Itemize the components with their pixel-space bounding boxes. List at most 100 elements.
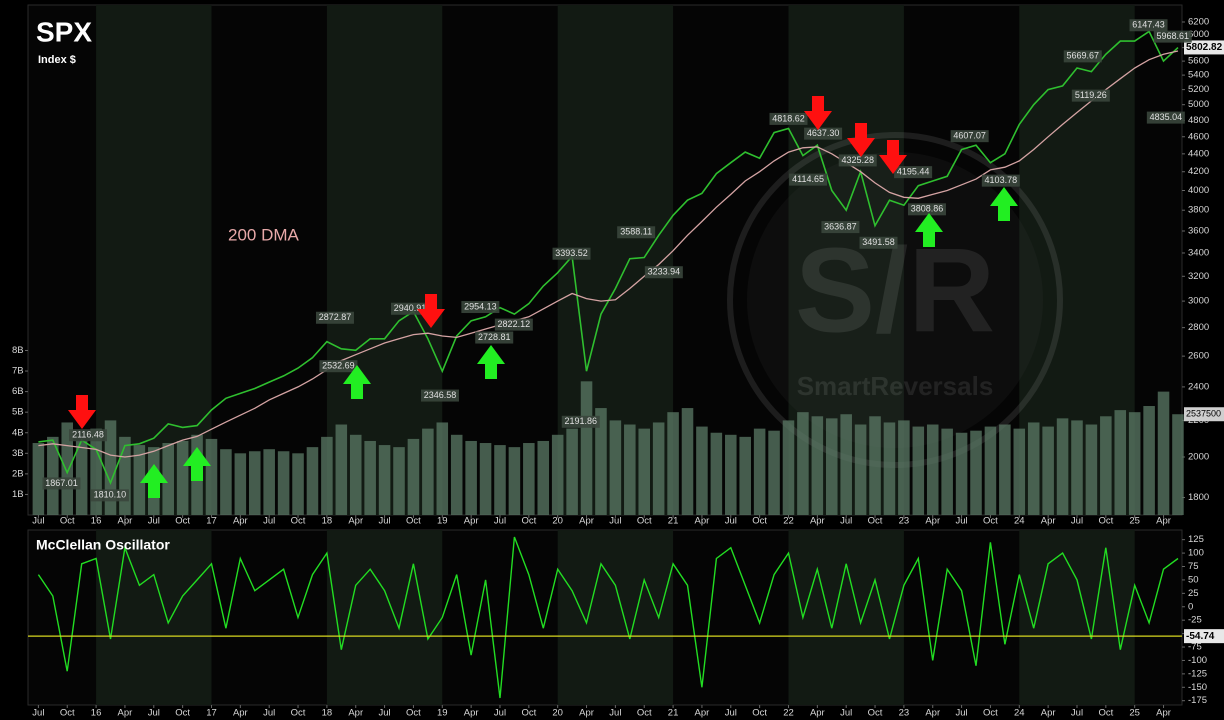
volume-bar xyxy=(32,443,45,515)
annotation-label: 2532.69 xyxy=(322,361,355,371)
x-tick-label: Jul xyxy=(494,516,506,527)
x-tick-label: Oct xyxy=(60,708,75,719)
annotation-label: 4325.28 xyxy=(841,155,874,165)
annotation-label: 2728.81 xyxy=(478,332,511,342)
x-tick-label: Apr xyxy=(233,516,248,527)
y-tick-label: 2800 xyxy=(1188,322,1209,333)
last-volume-label: 2537500 xyxy=(1186,409,1221,419)
volume-bar xyxy=(782,420,795,515)
y-tick-label: 25 xyxy=(1188,588,1199,599)
x-tick-label: Apr xyxy=(464,516,479,527)
x-tick-label: 24 xyxy=(1014,516,1025,527)
y-tick-label: 3800 xyxy=(1188,205,1209,216)
volume-bar xyxy=(883,422,896,515)
volume-bar xyxy=(609,420,622,515)
x-tick-label: Apr xyxy=(1156,708,1171,719)
annotation-box xyxy=(981,174,1020,187)
x-tick-label: Apr xyxy=(925,516,940,527)
volume-bar xyxy=(436,422,449,515)
x-tick-label: 19 xyxy=(437,708,448,719)
year-band xyxy=(557,530,674,705)
volume-bar xyxy=(941,428,953,515)
y-tick-label: 4400 xyxy=(1188,148,1209,159)
x-tick-label: Jul xyxy=(840,516,852,527)
annotation-label: 3393.52 xyxy=(555,248,588,258)
x-tick-label: Oct xyxy=(637,708,652,719)
series-line xyxy=(38,50,1179,458)
annotation-label: 1810.10 xyxy=(94,490,127,500)
x-tick-label: 17 xyxy=(206,516,217,527)
volume-bar xyxy=(119,436,131,515)
volume-bar xyxy=(1071,420,1083,515)
x-tick-label: Apr xyxy=(925,708,940,719)
annotations: 5802.82 2537500 1867.01 2116.48 1810.10 2532.… xyxy=(42,19,1224,644)
y-tick-label: 2000 xyxy=(1188,452,1209,463)
annotation-label: 3233.94 xyxy=(648,267,681,277)
last-value-label: -54.74 xyxy=(1186,631,1215,642)
x-tick-label: 24 xyxy=(1014,708,1025,719)
x-tick-label: Jul xyxy=(379,516,391,527)
volume-bar xyxy=(768,430,780,515)
annotation-label: 4835.04 xyxy=(1150,112,1183,122)
y2-tick-label: 2B xyxy=(12,468,24,479)
y-tick-label: 0 xyxy=(1188,601,1193,612)
x-tick-label: Oct xyxy=(983,708,998,719)
x-tick-label: Jul xyxy=(263,708,275,719)
volume-bar xyxy=(898,420,910,515)
x-tick-label: Apr xyxy=(118,516,133,527)
x-tick-label: Jul xyxy=(32,708,44,719)
annotation-box xyxy=(1063,50,1102,63)
volume-bar xyxy=(205,438,218,515)
volume-bar xyxy=(667,412,679,515)
annotation-box xyxy=(552,247,591,260)
x-tick-label: Jul xyxy=(379,708,391,719)
x-tick-label: 22 xyxy=(783,516,794,527)
volume-bar xyxy=(753,428,766,515)
y-tick-label: 5400 xyxy=(1188,70,1209,81)
x-tick-label: Oct xyxy=(406,516,421,527)
x-tick-label: Oct xyxy=(175,516,190,527)
volume-bar xyxy=(162,443,174,515)
year-band xyxy=(96,530,212,705)
volume-bar xyxy=(869,416,881,515)
x-tick-label: Jul xyxy=(1071,708,1083,719)
annotation-box xyxy=(315,311,354,324)
last-value-box xyxy=(1184,629,1224,644)
volume-bar xyxy=(595,408,607,515)
last-value-box xyxy=(1184,40,1224,55)
x-tick-label: Jul xyxy=(609,516,621,527)
volume-bar xyxy=(696,426,708,515)
x-tick-label: 18 xyxy=(322,516,333,527)
volume-bar xyxy=(681,408,694,515)
y-tick-label: 6000 xyxy=(1188,29,1209,40)
x-tick-label: Apr xyxy=(695,708,710,719)
y2-tick-label: 7B xyxy=(12,366,24,377)
volume-bar xyxy=(263,449,275,515)
x-tick-label: Jul xyxy=(494,708,506,719)
volume-bar xyxy=(970,430,982,515)
volume-bar xyxy=(133,445,146,515)
annotation-box xyxy=(475,331,514,344)
volume-bar xyxy=(926,424,939,515)
x-tick-label: Jul xyxy=(840,708,852,719)
annotation-box xyxy=(319,360,358,373)
y-tick-label: 3400 xyxy=(1188,247,1209,258)
volume-bar xyxy=(551,434,564,515)
volume-bar xyxy=(364,440,376,515)
annotation-label: 6147.43 xyxy=(1132,20,1165,30)
annotation-box xyxy=(950,130,989,143)
watermark: S/R SmartReversals xyxy=(727,132,1063,468)
volume-bar xyxy=(234,453,247,515)
annotation-box xyxy=(561,415,600,428)
y-tick-label: 125 xyxy=(1188,534,1204,545)
y-tick-label: -125 xyxy=(1188,668,1207,679)
y2-tick-label: 4B xyxy=(12,427,24,438)
volume-bar xyxy=(450,434,463,515)
annotation-label: 4818.62 xyxy=(772,113,805,123)
y-tick-label: 100 xyxy=(1188,548,1204,559)
x-tick-label: 16 xyxy=(91,708,102,719)
x-tick-label: 20 xyxy=(552,516,563,527)
x-tick-label: 20 xyxy=(552,708,563,719)
annotation-box xyxy=(617,226,656,239)
